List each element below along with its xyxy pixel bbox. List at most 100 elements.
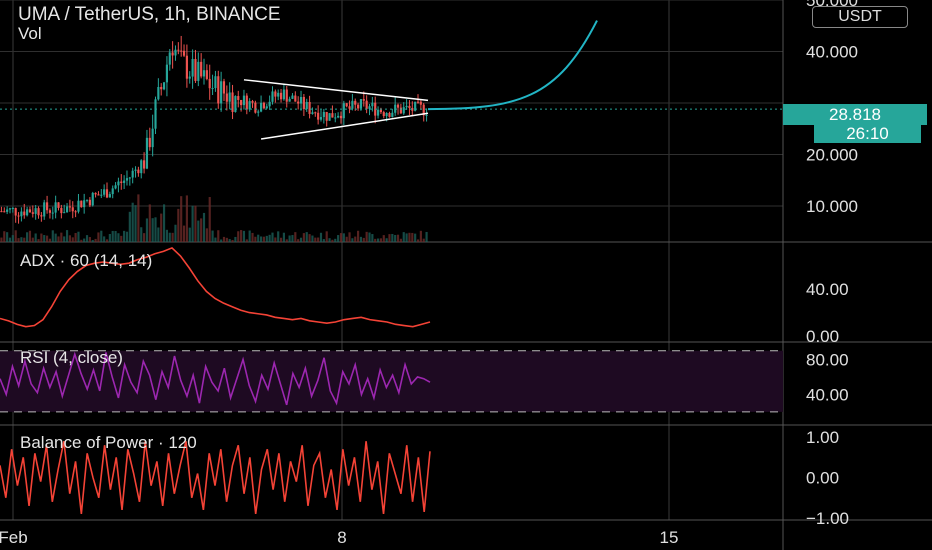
candle-body bbox=[74, 211, 77, 213]
candle-body bbox=[274, 91, 277, 97]
candle-body bbox=[202, 70, 206, 77]
volume-bar bbox=[220, 239, 223, 242]
volume-bar bbox=[288, 235, 291, 242]
candle-body bbox=[220, 81, 223, 104]
volume-bar bbox=[162, 204, 166, 242]
volume-bar bbox=[302, 233, 305, 242]
candle-body bbox=[317, 112, 320, 120]
candle-body bbox=[228, 92, 231, 102]
volume-bar bbox=[177, 208, 180, 242]
volume-bar bbox=[48, 238, 52, 242]
candle-body bbox=[108, 194, 111, 198]
volume-bar bbox=[317, 237, 320, 242]
volume-bar bbox=[91, 239, 94, 242]
volume-bar bbox=[40, 233, 43, 242]
candle-body bbox=[328, 113, 331, 121]
candle-body bbox=[254, 102, 257, 113]
candle-body bbox=[376, 109, 380, 116]
volume-bar bbox=[254, 236, 257, 242]
volume-bar bbox=[20, 237, 23, 242]
candle-body bbox=[0, 211, 3, 213]
candle-body bbox=[268, 101, 271, 107]
candle-body bbox=[416, 101, 420, 103]
candle-body bbox=[245, 95, 248, 110]
volume-bar bbox=[65, 230, 69, 242]
volume-bar bbox=[274, 237, 277, 242]
volume-bar bbox=[77, 231, 80, 242]
volume-bar bbox=[0, 237, 3, 242]
candle-body bbox=[111, 188, 114, 195]
volume-bar bbox=[331, 239, 334, 242]
volume-bar bbox=[23, 237, 26, 242]
candle-body bbox=[208, 78, 211, 89]
volume-bar bbox=[31, 237, 34, 242]
volume-bar bbox=[237, 231, 240, 242]
volume-bar bbox=[114, 231, 117, 242]
candle-body bbox=[100, 194, 103, 196]
candle-body bbox=[26, 209, 29, 216]
volume-bar bbox=[88, 237, 91, 242]
candle-body bbox=[408, 105, 411, 108]
candle-body bbox=[240, 99, 243, 106]
volume-bar bbox=[108, 233, 111, 242]
volume-bar bbox=[157, 227, 160, 242]
candle-body bbox=[259, 102, 263, 112]
candle-body bbox=[271, 91, 274, 102]
volume-bar bbox=[188, 227, 191, 242]
rsi-axis-label: 40.00 bbox=[806, 385, 849, 404]
candle-body bbox=[194, 58, 197, 81]
volume-bar bbox=[71, 237, 74, 242]
candle-body bbox=[414, 101, 417, 111]
volume-bar bbox=[388, 234, 391, 242]
candle-body bbox=[85, 199, 89, 201]
candle-body bbox=[117, 181, 120, 186]
currency-button[interactable]: USDT bbox=[812, 6, 908, 28]
volume-bar bbox=[305, 232, 308, 242]
volume-bar bbox=[17, 238, 20, 242]
rsi-line bbox=[0, 351, 431, 406]
candle-body bbox=[279, 92, 283, 100]
candle-body bbox=[131, 170, 134, 178]
candle-body bbox=[83, 200, 86, 208]
candle-body bbox=[302, 96, 305, 109]
price-axis-label: 50.000 bbox=[806, 0, 858, 10]
volume-bar bbox=[117, 233, 120, 242]
candle-body bbox=[211, 88, 214, 90]
volume-bar bbox=[339, 233, 343, 242]
volume-bar bbox=[26, 232, 29, 242]
volume-bar bbox=[402, 232, 405, 242]
candle-body bbox=[379, 109, 383, 113]
volume-bar bbox=[28, 230, 32, 242]
volume-bar bbox=[245, 239, 248, 242]
volume-bar bbox=[228, 239, 231, 242]
candle-body bbox=[71, 207, 74, 212]
candle-body bbox=[14, 207, 17, 216]
volume-bar bbox=[185, 195, 188, 242]
candle-body bbox=[51, 212, 54, 214]
volume-bar bbox=[265, 235, 268, 242]
volume-bar bbox=[257, 234, 260, 242]
candle-body bbox=[257, 111, 260, 113]
volume-bar bbox=[191, 205, 194, 242]
volume-bar bbox=[405, 233, 408, 242]
volume-bar bbox=[85, 235, 89, 242]
candle-body bbox=[217, 76, 220, 104]
candle-body bbox=[191, 58, 194, 77]
volume-bar bbox=[262, 236, 266, 242]
volume-bar bbox=[43, 235, 46, 242]
candle-body bbox=[28, 209, 32, 213]
volume-bar bbox=[54, 233, 57, 242]
volume-bar bbox=[202, 212, 206, 242]
candle-body bbox=[60, 207, 63, 214]
volume-bar bbox=[425, 231, 428, 242]
candle-body bbox=[319, 117, 323, 120]
volume-bar bbox=[382, 235, 385, 242]
volume-bar bbox=[60, 232, 63, 242]
volume-bar bbox=[342, 233, 345, 242]
volume-bar bbox=[268, 234, 271, 242]
price-axis-label: 40.000 bbox=[806, 42, 858, 61]
volume-bar bbox=[422, 238, 425, 242]
candle-body bbox=[20, 211, 23, 217]
candle-body bbox=[105, 189, 109, 198]
